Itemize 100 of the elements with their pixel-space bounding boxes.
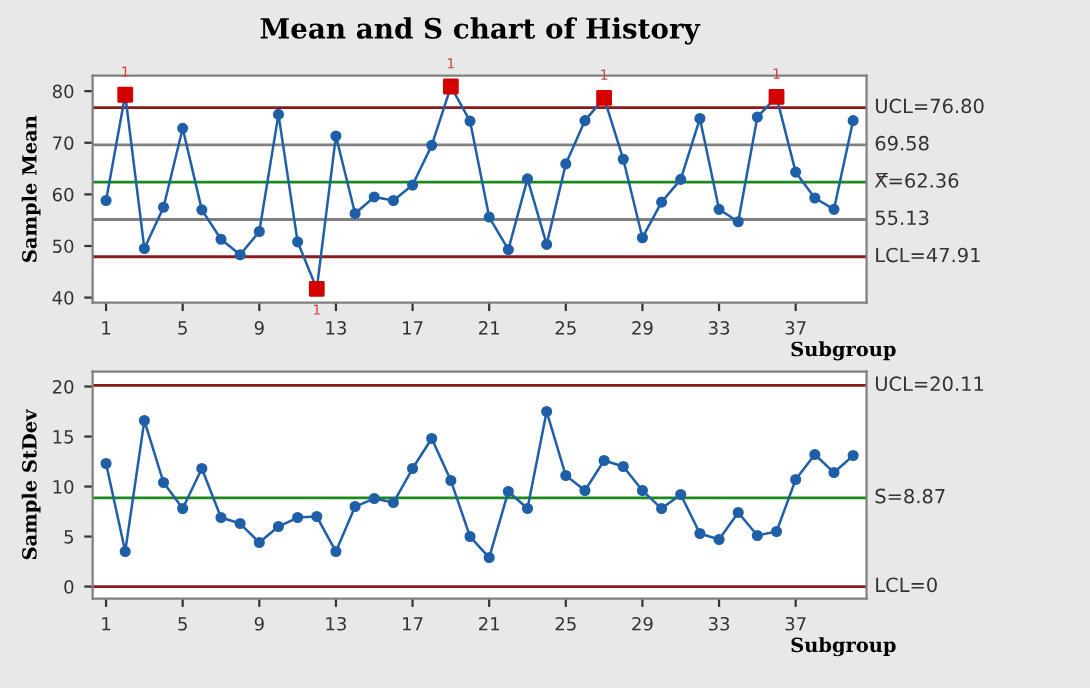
chart-title: Mean and S chart of History (260, 17, 701, 45)
point (349, 207, 361, 220)
ref-line-label: LCL=47.91 (876, 247, 980, 263)
point (521, 502, 534, 515)
point (330, 130, 342, 142)
point (311, 510, 323, 523)
x-tick-label: 13 (326, 321, 346, 335)
x-tick-label: 37 (785, 616, 806, 631)
point (253, 225, 265, 238)
point (483, 211, 495, 223)
point (157, 476, 170, 489)
point (272, 108, 285, 120)
point (541, 405, 553, 418)
point (847, 115, 859, 127)
point (636, 484, 648, 497)
point (483, 552, 495, 564)
x-tick-label: 37 (785, 321, 806, 335)
x-tick-label: 33 (708, 321, 730, 335)
point (828, 466, 840, 479)
point (426, 139, 438, 151)
point (675, 173, 687, 185)
point (234, 517, 246, 530)
x-axis-title: Subgroup (791, 637, 896, 657)
point (675, 488, 687, 501)
point (407, 179, 419, 191)
y-tick-label: 10 (53, 480, 74, 494)
ref-line-label: S̄=8.87 (875, 488, 945, 504)
point (809, 448, 821, 461)
point (100, 195, 112, 207)
y-axis-title: Sample StDev (21, 409, 41, 560)
point (521, 173, 534, 185)
point (215, 233, 227, 245)
y-tick-label: 0 (64, 580, 74, 594)
ref-line-label: 55.13 (875, 210, 929, 226)
ref-line-label: UCL=76.80 (875, 98, 984, 114)
y-tick-label: 40 (52, 291, 74, 305)
point (732, 216, 744, 228)
x-axis-title: Subgroup (791, 341, 896, 361)
point (770, 525, 783, 538)
y-tick-label: 60 (52, 187, 74, 202)
point (330, 546, 342, 558)
point (177, 122, 189, 134)
point (445, 474, 457, 487)
point (847, 449, 859, 462)
y-tick-label: 5 (64, 530, 74, 544)
point (387, 496, 399, 509)
point (598, 454, 610, 467)
point (368, 191, 380, 203)
point (636, 232, 648, 244)
point (541, 238, 553, 250)
x-tick-label: 33 (708, 616, 730, 631)
point (215, 511, 227, 524)
point (560, 469, 572, 482)
point (617, 153, 629, 165)
point (560, 158, 572, 170)
y-tick-label: 70 (53, 136, 74, 150)
point (790, 166, 802, 178)
point (579, 115, 591, 127)
point (349, 500, 361, 513)
point (196, 462, 208, 475)
y-tick-label: 15 (53, 430, 74, 444)
x-tick-label: 29 (632, 321, 653, 335)
point (579, 484, 591, 497)
point (253, 536, 265, 549)
x-tick-label: 1 (102, 617, 111, 631)
point (790, 473, 802, 486)
point (177, 502, 189, 515)
point (713, 533, 725, 546)
point (502, 485, 514, 498)
point (751, 529, 763, 542)
point (713, 203, 725, 215)
point (732, 506, 744, 519)
point (828, 203, 840, 215)
point (751, 111, 763, 123)
x-tick-label: 1 (102, 321, 111, 335)
x-tick-label: 17 (403, 321, 423, 335)
x-tick-label: 5 (178, 617, 187, 631)
ref-line-label: X̿=62.36 (874, 172, 959, 188)
point (138, 242, 150, 255)
x-tick-label: 25 (555, 321, 576, 335)
y-tick-label: 20 (52, 379, 74, 394)
point (694, 112, 706, 125)
point (234, 249, 246, 261)
y-tick-label: 80 (52, 84, 74, 99)
point (196, 204, 208, 216)
ref-line-label: UCL=20.11 (875, 376, 984, 392)
x-tick-label: 13 (326, 616, 346, 631)
point (272, 520, 285, 533)
ref-line-label: 69.58 (875, 135, 929, 151)
x-tick-label: 5 (178, 321, 187, 335)
ref-line-label: LCL=0 (876, 577, 937, 593)
point (656, 196, 668, 208)
x-tick-label: 9 (254, 616, 264, 631)
x-tick-label: 17 (403, 617, 423, 631)
point (617, 460, 629, 473)
x-tick-label: 21 (479, 321, 499, 335)
point (119, 546, 131, 558)
y-tick-label: 50 (53, 239, 74, 254)
point (292, 511, 304, 524)
y-axis-title: Sample Mean (21, 115, 41, 262)
